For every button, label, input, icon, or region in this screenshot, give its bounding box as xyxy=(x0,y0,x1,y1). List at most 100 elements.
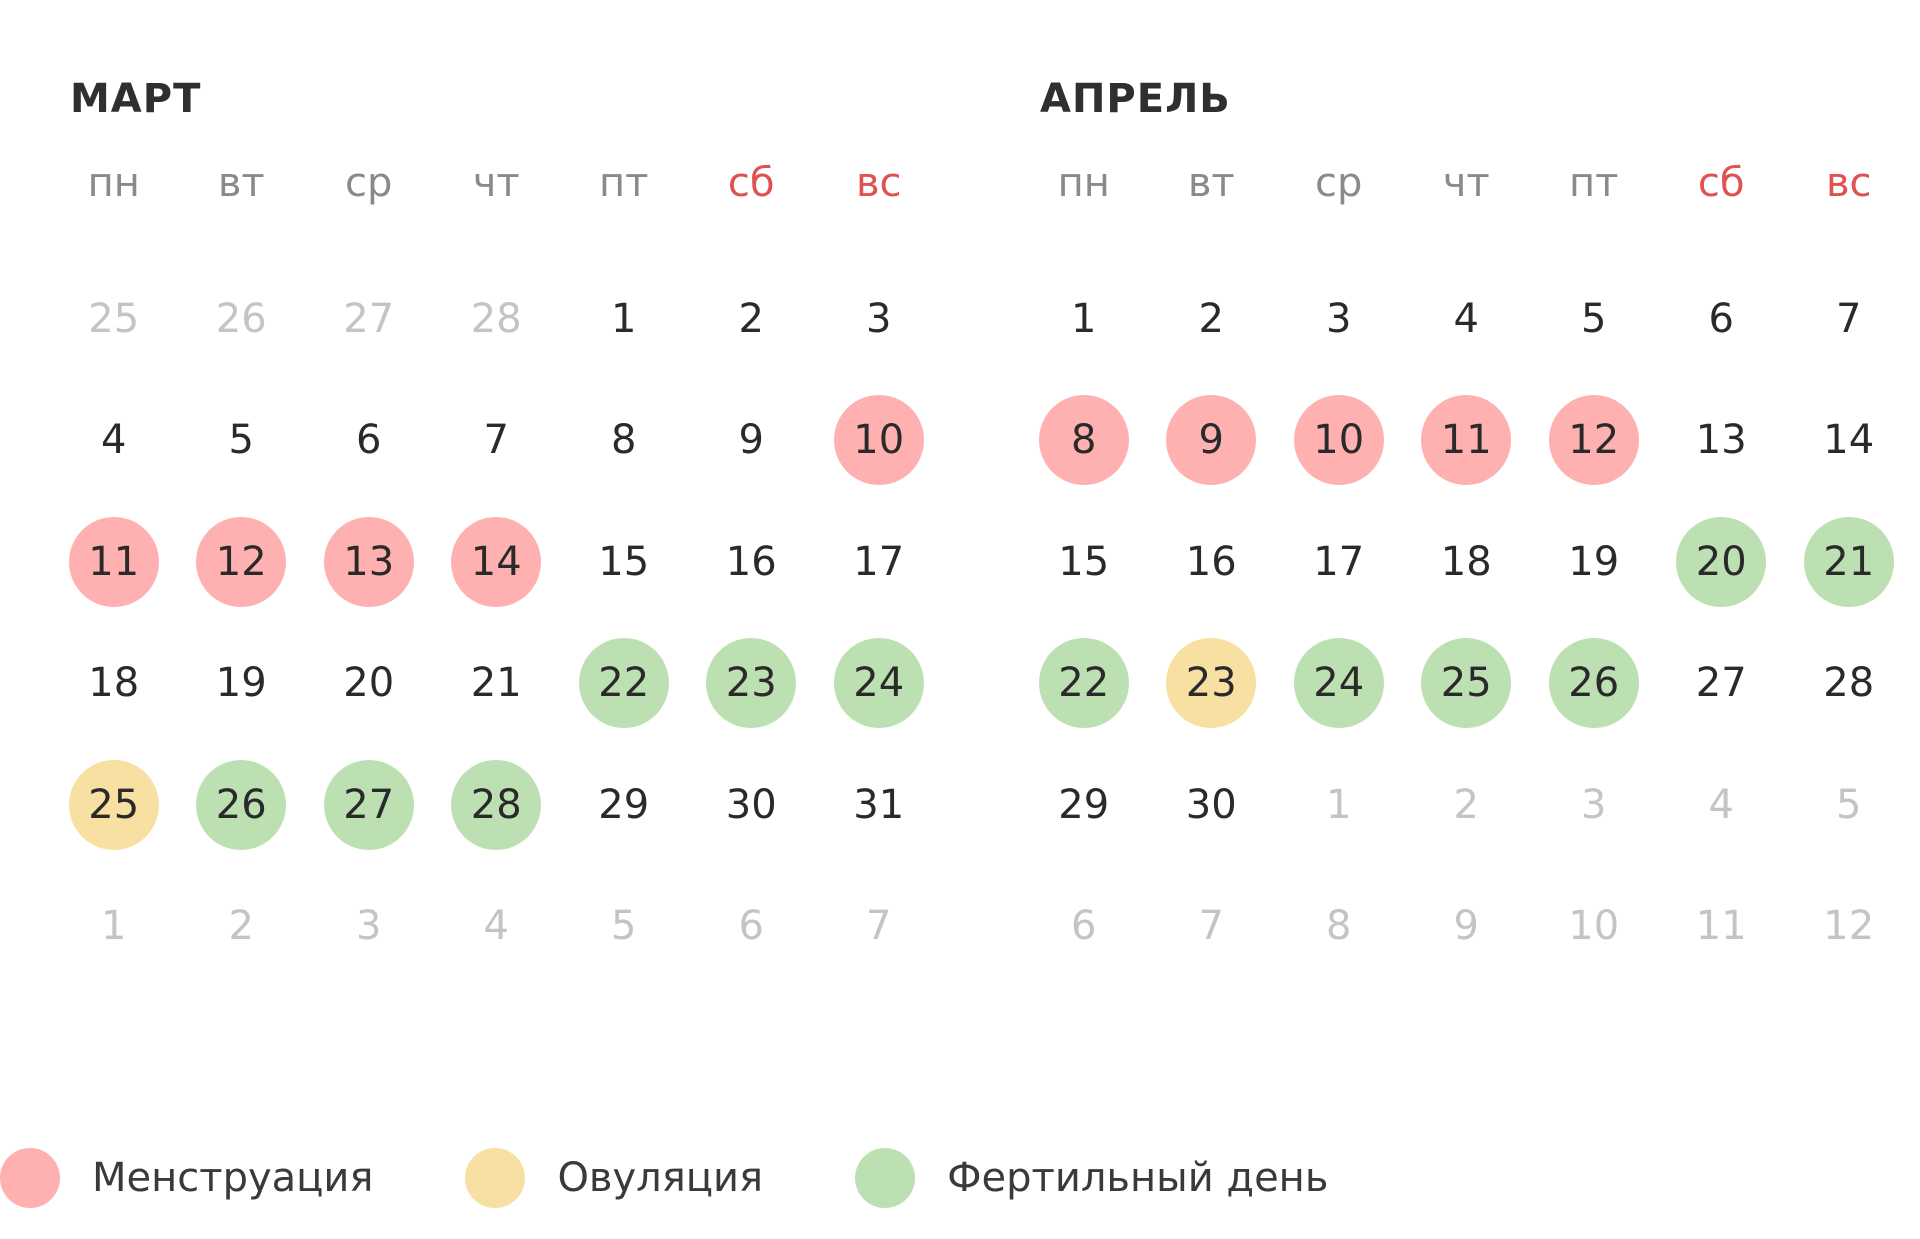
day-cell[interactable]: 6 xyxy=(305,380,433,502)
day-number: 28 xyxy=(470,295,522,342)
day-cell-other-month[interactable]: 5 xyxy=(560,866,688,988)
day-cell-other-month[interactable]: 11 xyxy=(1658,866,1786,988)
day-cell-other-month[interactable]: 1 xyxy=(1275,744,1403,866)
day-number: 7 xyxy=(1198,903,1224,950)
day-number: 1 xyxy=(611,295,637,342)
day-cell-other-month[interactable]: 25 xyxy=(50,258,178,380)
day-cell-menstruation[interactable]: 12 xyxy=(1530,380,1658,502)
day-cell[interactable]: 19 xyxy=(178,623,306,745)
day-cell-other-month[interactable]: 5 xyxy=(1785,744,1913,866)
day-cell-menstruation[interactable]: 11 xyxy=(50,501,178,623)
day-cell[interactable]: 29 xyxy=(560,744,688,866)
day-number: 11 xyxy=(1421,395,1512,486)
day-cell[interactable]: 9 xyxy=(688,380,816,502)
day-cell[interactable]: 19 xyxy=(1530,501,1658,623)
day-cell[interactable]: 2 xyxy=(688,258,816,380)
day-cell-fertile[interactable]: 21 xyxy=(1785,501,1913,623)
day-cell-other-month[interactable]: 4 xyxy=(433,866,561,988)
day-number: 7 xyxy=(1836,295,1862,342)
day-cell[interactable]: 28 xyxy=(1785,623,1913,745)
day-cell[interactable]: 18 xyxy=(1403,501,1531,623)
day-cell[interactable]: 5 xyxy=(178,380,306,502)
day-cell[interactable]: 6 xyxy=(1658,258,1786,380)
week-row: 1 2 3 4 5 6 7 xyxy=(50,866,943,988)
day-cell[interactable]: 18 xyxy=(50,623,178,745)
day-cell[interactable]: 27 xyxy=(1658,623,1786,745)
day-cell[interactable]: 7 xyxy=(433,380,561,502)
day-cell[interactable]: 1 xyxy=(1020,258,1148,380)
day-cell-other-month[interactable]: 3 xyxy=(305,866,433,988)
day-cell-other-month[interactable]: 26 xyxy=(178,258,306,380)
day-cell-other-month[interactable]: 6 xyxy=(688,866,816,988)
day-cell[interactable]: 3 xyxy=(815,258,943,380)
day-cell[interactable]: 29 xyxy=(1020,744,1148,866)
weeks-grid: 25 26 27 28 1 2 3 4 5 6 7 8 9 10 11 12 13 14 15 16 17 18 19 20 2… xyxy=(50,258,943,987)
day-cell-other-month[interactable]: 2 xyxy=(178,866,306,988)
day-cell-other-month[interactable]: 1 xyxy=(50,866,178,988)
day-cell-other-month[interactable]: 12 xyxy=(1785,866,1913,988)
day-cell-fertile[interactable]: 20 xyxy=(1658,501,1786,623)
day-cell[interactable]: 4 xyxy=(1403,258,1531,380)
day-cell-menstruation[interactable]: 12 xyxy=(178,501,306,623)
day-cell-fertile[interactable]: 27 xyxy=(305,744,433,866)
weekday-label: чт xyxy=(1442,160,1490,206)
day-cell-other-month[interactable]: 4 xyxy=(1658,744,1786,866)
day-cell-menstruation[interactable]: 9 xyxy=(1148,380,1276,502)
day-cell[interactable]: 30 xyxy=(1148,744,1276,866)
day-number: 6 xyxy=(738,903,764,950)
day-cell-other-month[interactable]: 10 xyxy=(1530,866,1658,988)
day-cell-fertile[interactable]: 23 xyxy=(688,623,816,745)
day-cell-other-month[interactable]: 28 xyxy=(433,258,561,380)
day-cell-fertile[interactable]: 22 xyxy=(1020,623,1148,745)
day-cell-other-month[interactable]: 8 xyxy=(1275,866,1403,988)
day-cell[interactable]: 3 xyxy=(1275,258,1403,380)
day-cell-fertile[interactable]: 22 xyxy=(560,623,688,745)
day-cell-fertile[interactable]: 24 xyxy=(815,623,943,745)
day-cell-fertile[interactable]: 28 xyxy=(433,744,561,866)
day-cell[interactable]: 17 xyxy=(815,501,943,623)
day-cell[interactable]: 31 xyxy=(815,744,943,866)
day-cell-other-month[interactable]: 3 xyxy=(1530,744,1658,866)
day-cell[interactable]: 20 xyxy=(305,623,433,745)
day-cell[interactable]: 5 xyxy=(1530,258,1658,380)
weekday-label: чт xyxy=(472,160,520,206)
day-cell-menstruation[interactable]: 11 xyxy=(1403,380,1531,502)
day-cell-other-month[interactable]: 6 xyxy=(1020,866,1148,988)
day-cell[interactable]: 15 xyxy=(1020,501,1148,623)
day-number: 31 xyxy=(853,781,905,828)
day-cell[interactable]: 8 xyxy=(560,380,688,502)
day-number: 19 xyxy=(215,660,267,707)
day-cell-ovulation[interactable]: 23 xyxy=(1148,623,1276,745)
day-cell-other-month[interactable]: 27 xyxy=(305,258,433,380)
day-cell-menstruation[interactable]: 10 xyxy=(1275,380,1403,502)
day-cell[interactable]: 7 xyxy=(1785,258,1913,380)
day-cell[interactable]: 13 xyxy=(1658,380,1786,502)
day-cell-other-month[interactable]: 7 xyxy=(815,866,943,988)
day-number: 8 xyxy=(1038,395,1129,486)
day-cell-menstruation[interactable]: 10 xyxy=(815,380,943,502)
day-cell-fertile[interactable]: 26 xyxy=(1530,623,1658,745)
day-cell-menstruation[interactable]: 8 xyxy=(1020,380,1148,502)
day-cell[interactable]: 17 xyxy=(1275,501,1403,623)
day-number: 14 xyxy=(1823,417,1875,464)
day-cell-fertile[interactable]: 24 xyxy=(1275,623,1403,745)
day-number: 25 xyxy=(1421,638,1512,729)
day-cell[interactable]: 14 xyxy=(1785,380,1913,502)
day-cell[interactable]: 1 xyxy=(560,258,688,380)
day-cell-fertile[interactable]: 25 xyxy=(1403,623,1531,745)
day-cell-other-month[interactable]: 7 xyxy=(1148,866,1276,988)
day-cell-ovulation[interactable]: 25 xyxy=(50,744,178,866)
day-cell-other-month[interactable]: 2 xyxy=(1403,744,1531,866)
day-cell-menstruation[interactable]: 14 xyxy=(433,501,561,623)
day-cell[interactable]: 16 xyxy=(688,501,816,623)
day-cell[interactable]: 30 xyxy=(688,744,816,866)
day-cell-menstruation[interactable]: 13 xyxy=(305,501,433,623)
day-cell-other-month[interactable]: 9 xyxy=(1403,866,1531,988)
day-number: 3 xyxy=(1581,781,1607,828)
day-cell[interactable]: 15 xyxy=(560,501,688,623)
day-cell[interactable]: 2 xyxy=(1148,258,1276,380)
day-cell[interactable]: 4 xyxy=(50,380,178,502)
day-cell[interactable]: 21 xyxy=(433,623,561,745)
day-cell[interactable]: 16 xyxy=(1148,501,1276,623)
day-cell-fertile[interactable]: 26 xyxy=(178,744,306,866)
